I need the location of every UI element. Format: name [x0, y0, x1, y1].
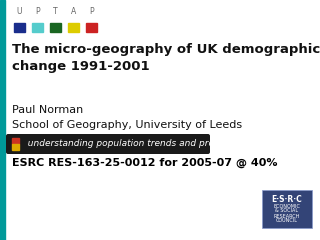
Text: A: A: [71, 7, 76, 17]
Text: RESEARCH: RESEARCH: [274, 214, 300, 218]
Text: understanding population trends and processes: understanding population trends and proc…: [22, 139, 244, 149]
Text: & SOCIAL: & SOCIAL: [276, 209, 299, 214]
Text: U: U: [17, 7, 22, 17]
Bar: [262, 190, 312, 228]
Text: ESRC RES-163-25-0012 for 2005-07 @ 40%: ESRC RES-163-25-0012 for 2005-07 @ 40%: [12, 158, 277, 168]
Bar: [12, 144, 19, 150]
Text: COUNCIL: COUNCIL: [276, 218, 298, 223]
Text: School of Geography, University of Leeds: School of Geography, University of Leeds: [12, 120, 242, 130]
FancyBboxPatch shape: [6, 134, 210, 154]
Bar: [68, 23, 79, 32]
Text: P: P: [89, 7, 94, 17]
Bar: [0, 0, 5, 240]
Text: ECONOMIC: ECONOMIC: [274, 204, 300, 209]
Text: P: P: [35, 7, 40, 17]
Bar: [86, 23, 97, 32]
Text: T: T: [53, 7, 58, 17]
Bar: [12, 138, 19, 144]
Text: Paul Norman: Paul Norman: [12, 105, 83, 115]
Text: The micro-geography of UK demographic
change 1991-2001: The micro-geography of UK demographic ch…: [12, 43, 320, 73]
Bar: [32, 23, 43, 32]
Bar: [14, 23, 25, 32]
Bar: [50, 23, 61, 32]
Text: E·S·R·C: E·S·R·C: [272, 194, 302, 204]
